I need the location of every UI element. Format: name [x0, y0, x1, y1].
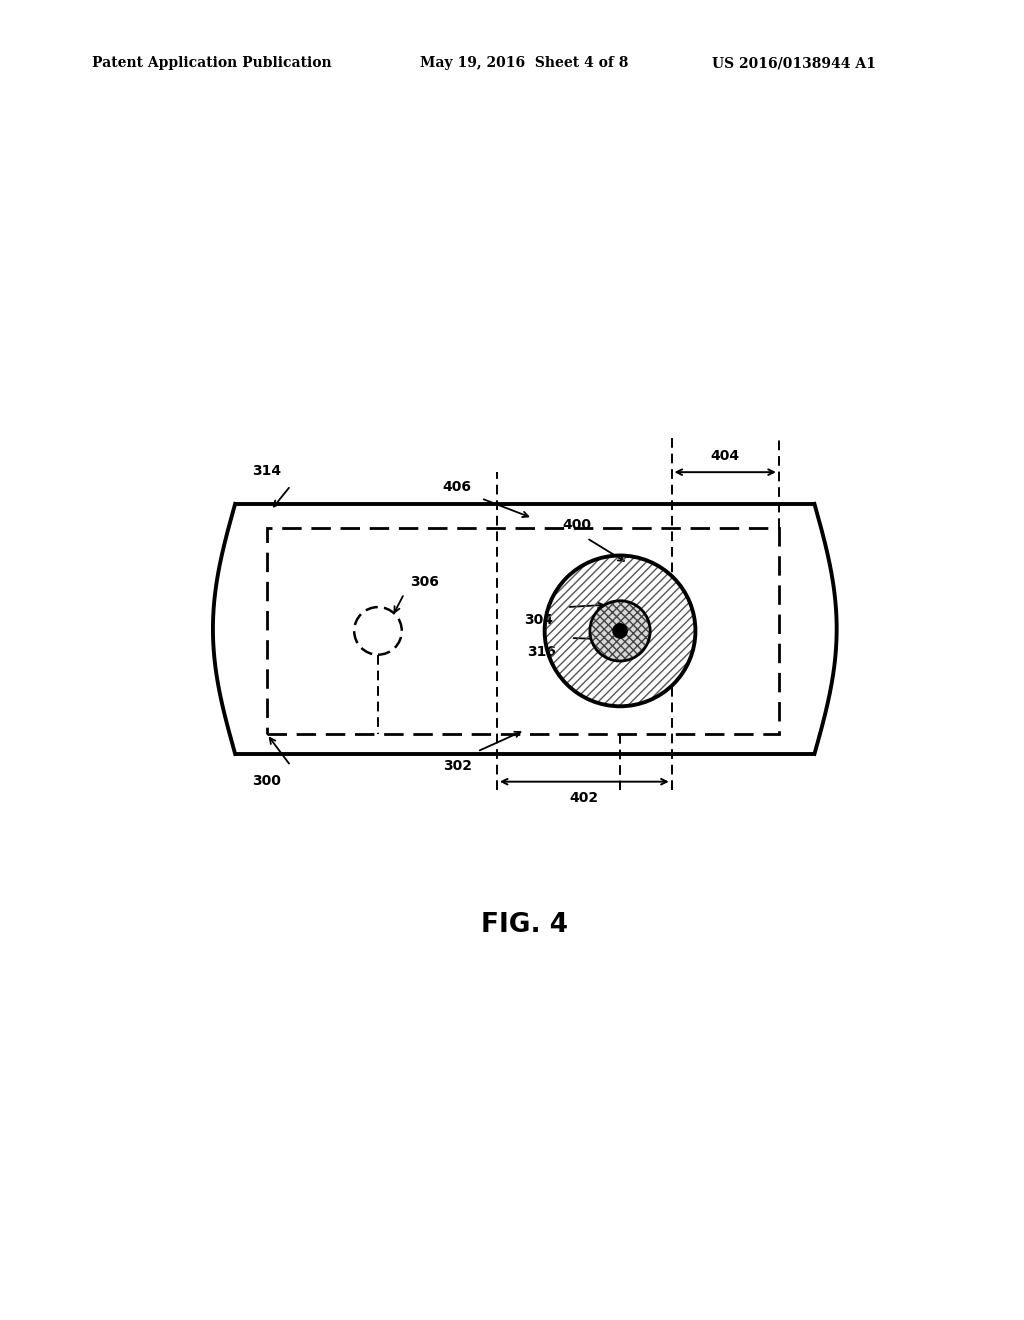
Circle shape [545, 556, 695, 706]
Text: 302: 302 [442, 759, 472, 774]
Text: 404: 404 [711, 449, 739, 462]
Text: 304: 304 [524, 614, 553, 627]
Circle shape [613, 624, 627, 638]
Text: May 19, 2016  Sheet 4 of 8: May 19, 2016 Sheet 4 of 8 [420, 57, 628, 70]
Text: 406: 406 [442, 479, 472, 494]
Text: 314: 314 [252, 463, 282, 478]
Text: FIG. 4: FIG. 4 [481, 912, 568, 937]
Text: 402: 402 [569, 791, 599, 805]
Text: Patent Application Publication: Patent Application Publication [92, 57, 332, 70]
Text: 400: 400 [562, 517, 591, 532]
Text: 300: 300 [253, 774, 282, 788]
Text: US 2016/0138944 A1: US 2016/0138944 A1 [712, 57, 876, 70]
Circle shape [590, 601, 650, 661]
Bar [267, 528, 778, 734]
Text: 316: 316 [527, 645, 557, 659]
Text: 306: 306 [410, 574, 438, 589]
